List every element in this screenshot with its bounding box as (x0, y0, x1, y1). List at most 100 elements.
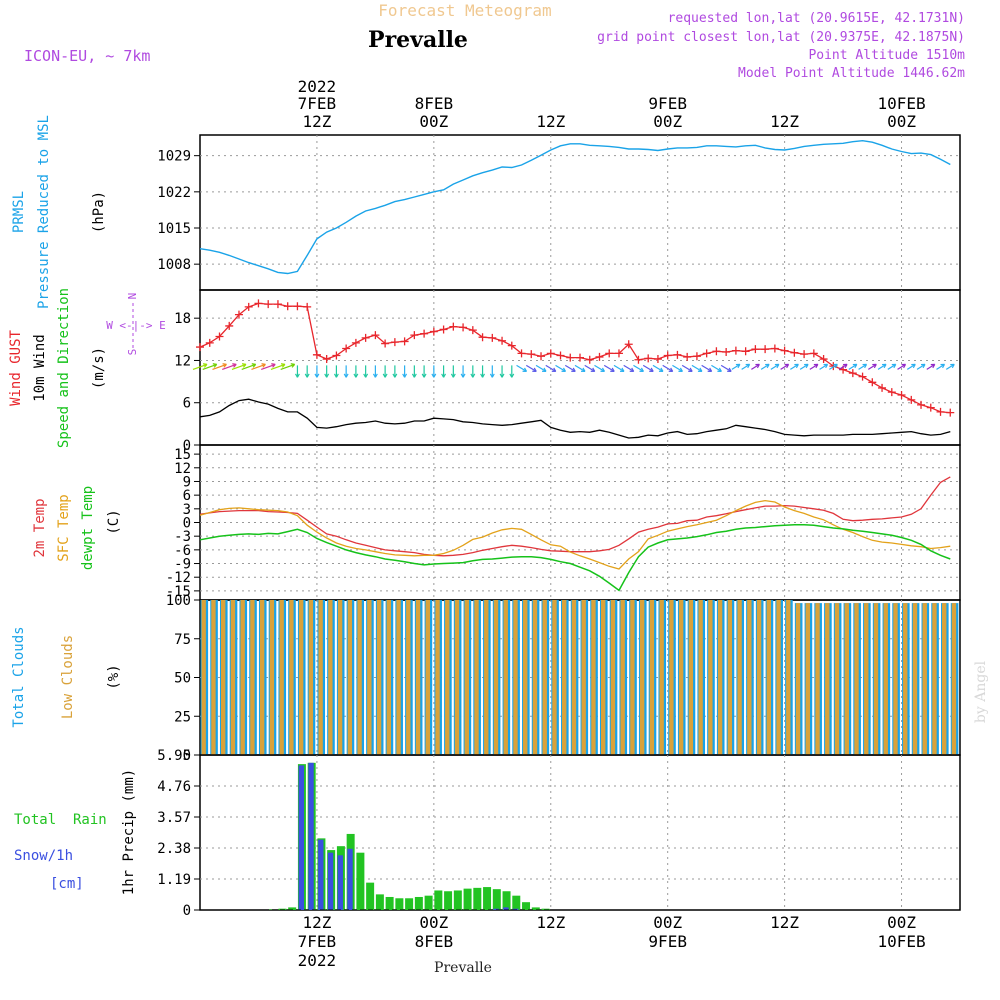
low-cloud-bar (201, 600, 206, 755)
low-cloud-bar (776, 600, 781, 755)
low-cloud-bar (454, 600, 460, 755)
low-cloud-bar (766, 600, 772, 755)
snow-bar (347, 848, 353, 910)
rain-bar (463, 888, 472, 910)
low-cloud-bar (347, 600, 353, 755)
model-altitude: Model Point Altitude 1446.62m (738, 66, 965, 81)
low-cloud-bar (298, 600, 304, 755)
low-cloud-bar (903, 603, 908, 755)
wind-arrow (603, 364, 615, 372)
gust-marker (205, 338, 214, 347)
top-time-label: 7FEB (298, 94, 337, 113)
y-tick-label: 1015 (157, 221, 191, 237)
wind-arrow-head (804, 363, 809, 369)
y-tick-label: 6 (183, 396, 191, 412)
y-tick-label: 9 (183, 474, 191, 490)
wind-arrow (642, 364, 654, 372)
gust-marker (790, 348, 799, 357)
low-cloud-bar (737, 600, 742, 755)
clouds-y-axis: 0 25 50 75 100 (166, 593, 200, 764)
gust-marker (351, 338, 360, 347)
precip-y-axis: 0 1.19 2.38 3.57 4.76 5.95 (157, 748, 200, 919)
temp-unit: (C) (106, 509, 122, 534)
gust-marker (751, 345, 760, 354)
precip-label-1: Total Rain (14, 812, 107, 828)
wind-arrow (877, 363, 887, 370)
wind-arrow-head (580, 367, 586, 372)
low-cloud-bar (240, 600, 245, 755)
gust-marker (614, 349, 623, 358)
wind-arrow-head (304, 373, 310, 378)
low-cloud-bar (591, 600, 596, 755)
gust-marker (546, 349, 555, 358)
precip-bars (200, 762, 960, 911)
top-time-label: 00Z (653, 112, 682, 131)
y-tick-label: 100 (166, 593, 191, 609)
wind-arrow-head (745, 363, 751, 369)
low-cloud-bar (854, 603, 859, 755)
gust-marker (293, 302, 302, 311)
wind-arrow (790, 363, 799, 370)
point-altitude: Point Altitude 1510m (808, 48, 965, 63)
wind-arrow (906, 363, 916, 370)
low-cloud-bar (669, 600, 674, 755)
wind-arrow-head (590, 367, 596, 372)
rain-bar (473, 887, 482, 910)
bottom-time-label: 10FEB (877, 932, 925, 951)
clouds-label-1: Total Clouds (11, 626, 27, 727)
rain-bar (356, 852, 365, 910)
wind-arrow (516, 364, 527, 372)
wind-arrow-head (363, 373, 369, 378)
gust-marker (624, 340, 633, 349)
low-cloud-bar (406, 600, 411, 755)
gust-marker (907, 395, 916, 404)
rain-bar (502, 891, 511, 910)
wind-arrow-head (950, 363, 955, 369)
panel-wind: 0 6 12 18 Wind GUST 10m Wind Speed and Dire… (8, 288, 961, 454)
gust-marker (361, 333, 370, 342)
y-tick-label: 2.38 (157, 841, 191, 857)
y-tick-label: 12 (174, 353, 191, 369)
low-cloud-bar (942, 603, 947, 755)
gust-marker (420, 329, 429, 338)
wind-arrow-head (509, 373, 515, 378)
wind-arrow (280, 363, 295, 370)
low-cloud-bar (786, 600, 791, 755)
wind-arrow-head (561, 367, 567, 372)
wind-arrow-head (707, 367, 713, 372)
gust-marker (595, 352, 604, 361)
clouds-unit: (%) (106, 664, 122, 689)
low-cloud-bar (795, 603, 801, 755)
rain-bar (288, 907, 297, 910)
wind-arrow-head (697, 367, 703, 372)
wind-arrow (838, 363, 848, 370)
low-cloud-bar (376, 600, 382, 755)
wind-arrow (945, 363, 955, 370)
snow-bar (512, 908, 519, 910)
requested-coords: requested lon,lat (20.9615E, 42.1731N) (668, 11, 965, 26)
low-cloud-bar (562, 600, 567, 755)
gust-marker (634, 355, 643, 364)
wind-arrow-head (324, 373, 330, 378)
y-tick-label: 0 (183, 438, 191, 454)
wind-arrow-head (629, 367, 635, 372)
gust-marker (605, 349, 614, 358)
snow-bar (493, 908, 499, 910)
wind-arrow (261, 363, 276, 370)
wind-arrow (202, 363, 217, 370)
wind-arrow-head (940, 363, 946, 369)
top-time-label: 8FEB (415, 94, 454, 113)
low-cloud-bar (873, 603, 879, 755)
wind-arrow-head (872, 363, 877, 369)
gust-marker (663, 351, 672, 360)
low-cloud-bar (386, 600, 392, 755)
wind-arrow-head (314, 373, 320, 378)
snow-bar (337, 855, 343, 910)
low-cloud-bar (474, 600, 479, 755)
rain-bar (483, 887, 492, 910)
wind-arrow (633, 364, 644, 372)
low-cloud-bar (688, 600, 694, 755)
wind10-series-line (199, 398, 951, 439)
wind-arrow (731, 363, 741, 370)
gust-marker (731, 346, 740, 355)
